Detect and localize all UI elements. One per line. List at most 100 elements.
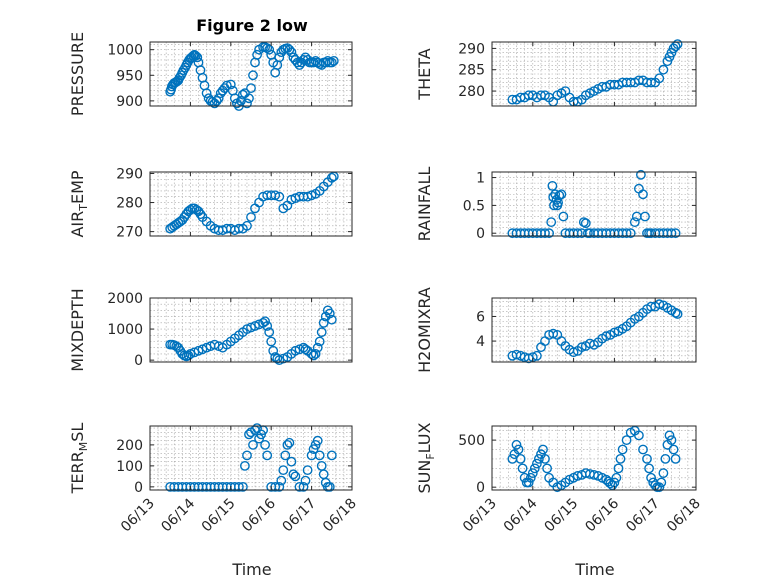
axes-box <box>491 41 697 107</box>
data-point <box>646 472 656 483</box>
data-point <box>213 93 224 104</box>
subplot-h2omixra: 4 6 H2OMIXRA <box>415 287 697 373</box>
data-point <box>611 472 622 483</box>
data-point <box>658 468 669 478</box>
data-point <box>318 469 329 480</box>
data-point <box>640 211 650 222</box>
data-point <box>558 211 569 222</box>
data-point <box>300 475 311 486</box>
data-point <box>576 342 587 353</box>
data-point <box>642 453 652 464</box>
data-point <box>672 309 683 319</box>
y-axis-label: RAINFALL <box>415 167 434 242</box>
data-point <box>264 44 275 55</box>
data-point <box>532 458 542 469</box>
data-point <box>613 463 624 474</box>
axes-box <box>149 297 353 363</box>
data-point <box>192 52 203 63</box>
axes-box <box>149 41 353 107</box>
data-point <box>666 228 677 239</box>
y-tick-label: 2000 <box>107 291 143 307</box>
data-point <box>534 453 544 464</box>
axes-box <box>149 171 353 237</box>
data-point <box>308 350 319 361</box>
data-point <box>621 228 632 239</box>
y-axis-label: AIRTEMP <box>68 170 90 237</box>
data-point <box>658 64 669 75</box>
data-point <box>266 336 277 347</box>
data-point <box>324 481 335 492</box>
data-point <box>670 453 681 464</box>
data-point <box>233 481 244 492</box>
data-point <box>201 88 212 99</box>
y-tick-label: 200 <box>116 438 143 454</box>
y-tick-label: 1000 <box>107 322 143 338</box>
axes-box <box>491 297 697 363</box>
data-point <box>244 429 254 440</box>
data-point <box>646 77 656 88</box>
data-point <box>316 327 327 338</box>
data-point <box>636 169 646 180</box>
data-point <box>607 480 618 491</box>
y-tick-label: 0 <box>134 480 143 496</box>
axes-box <box>491 171 697 237</box>
y-tick-label: 6 <box>476 309 485 325</box>
data-point <box>638 444 648 455</box>
data-point <box>274 481 285 492</box>
data-point <box>242 220 252 231</box>
data-point <box>601 331 612 342</box>
data-point <box>538 444 548 455</box>
data-point <box>290 345 301 356</box>
data-point <box>260 439 270 450</box>
y-tick-label: 270 <box>116 225 143 241</box>
y-axis-label: SUNFLUX <box>415 422 437 493</box>
x-tick-label: 06/13 <box>118 496 158 536</box>
data-point <box>670 228 681 239</box>
y-tick-label: 280 <box>458 84 485 100</box>
data-point <box>328 56 339 66</box>
data-point <box>244 93 254 104</box>
y-axis-label: TERRMSL <box>68 423 90 495</box>
y-tick-label: 0.5 <box>463 198 485 214</box>
y-axis-label: H2OMIXRA <box>415 287 434 373</box>
data-point <box>211 96 222 106</box>
data-point <box>260 316 270 327</box>
data-point <box>634 430 644 441</box>
data-point <box>290 471 301 482</box>
data-point <box>326 57 337 68</box>
data-point <box>670 307 681 318</box>
data-point <box>666 435 677 445</box>
x-tick-label: 06/18 <box>320 496 360 536</box>
data-point <box>294 481 305 492</box>
data-point <box>629 217 640 228</box>
data-point <box>654 73 665 84</box>
data-point <box>625 228 636 239</box>
data-point <box>525 472 536 483</box>
data-point <box>617 444 628 455</box>
data-point <box>284 437 295 448</box>
data-point <box>246 212 256 223</box>
data-point <box>513 444 524 455</box>
data-point <box>242 98 252 109</box>
data-point <box>654 299 665 310</box>
data-point <box>615 453 626 464</box>
y-tick-label: 285 <box>458 63 485 79</box>
data-point <box>568 347 579 358</box>
data-point <box>542 463 552 474</box>
y-tick-label: 4 <box>476 334 485 350</box>
data-point <box>286 456 297 467</box>
data-point <box>189 49 200 60</box>
data-point <box>523 477 534 488</box>
y-tick-label: 290 <box>458 41 485 57</box>
data-point <box>660 453 671 464</box>
data-point <box>262 321 273 331</box>
data-point <box>314 450 325 461</box>
axes-box <box>491 425 697 491</box>
y-tick-label: 290 <box>116 166 143 182</box>
x-tick-label: 06/18 <box>664 496 704 536</box>
y-tick-label: 1 <box>476 171 485 187</box>
data-point <box>239 460 250 471</box>
data-point <box>517 463 528 474</box>
